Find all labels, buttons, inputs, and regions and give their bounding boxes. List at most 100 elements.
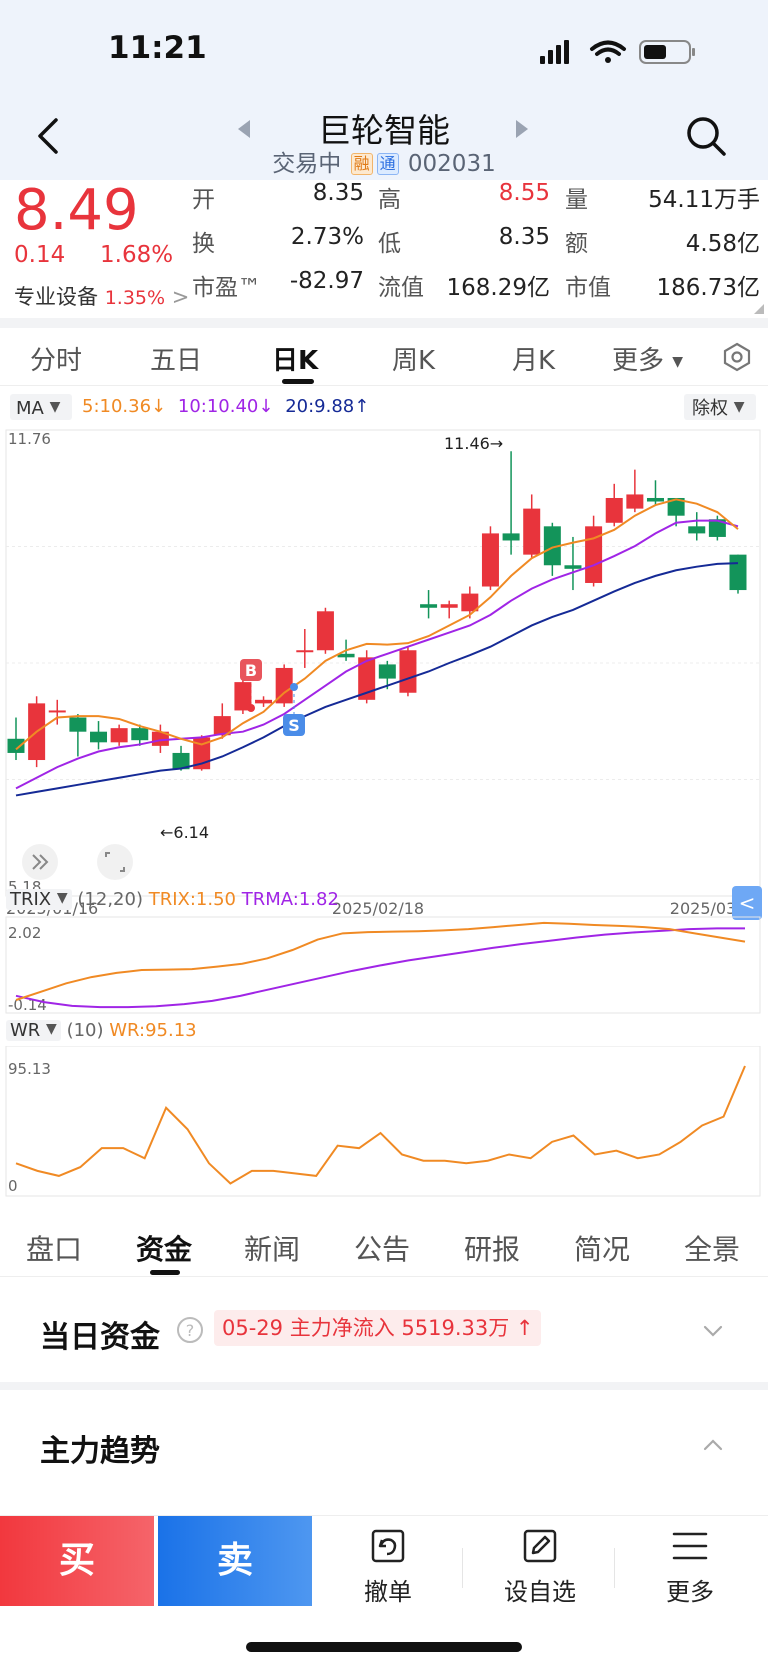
tab-intraday[interactable]: 分时 [30, 346, 83, 376]
fullscreen-icon [97, 844, 133, 880]
sector-link[interactable]: 专业设备 1.35% > [14, 281, 189, 311]
volume-label: 量 [565, 187, 588, 213]
help-icon[interactable]: ? [176, 1316, 204, 1344]
tab-research[interactable]: 研报 [464, 1233, 521, 1266]
pe-label: 市盈™ [192, 275, 261, 301]
trix-chart: 2.02-0.14 [5, 916, 761, 1014]
wr-legend: WR ▼ (10) WR:95.13 [6, 1020, 197, 1041]
high-price-label: 11.46→ [444, 434, 503, 453]
kline-chart[interactable]: 11.765.1811.46→←6.14BS2025/01/162025/02/… [0, 426, 768, 916]
tab-monthly-k[interactable]: 月K [512, 346, 556, 376]
add-watchlist-button[interactable]: 设自选 [480, 1528, 600, 1607]
add-watchlist-label: 设自选 [504, 1578, 576, 1606]
candle-body [667, 497, 685, 516]
more-button[interactable]: 更多 [630, 1528, 750, 1607]
tab-announcements[interactable]: 公告 [354, 1233, 411, 1266]
stock-code: 002031 [407, 151, 496, 177]
wr-selector[interactable]: WR ▼ [6, 1020, 61, 1041]
tab-profile[interactable]: 简况 [574, 1233, 631, 1266]
main-trend-row[interactable]: 主力趋势 [0, 1400, 768, 1500]
main-trend-title: 主力趋势 [40, 1434, 160, 1469]
caret-down-icon: ▼ [733, 399, 745, 415]
stock-name: 巨轮智能 [318, 111, 450, 150]
wr-y-label: 0 [8, 1177, 18, 1195]
search-icon[interactable] [684, 114, 728, 158]
wr-y-label: 95.13 [8, 1060, 51, 1078]
ma-legend: 5:10.36↓ 10:10.40↓ 20:9.88↑ [82, 396, 369, 417]
ma-selector[interactable]: MA ▼ [10, 394, 72, 420]
sell-marker [283, 714, 305, 736]
tab-five-day[interactable]: 五日 [150, 346, 203, 376]
collapse-panel-icon[interactable]: < [732, 886, 762, 920]
adjust-selector[interactable]: 除权 ▼ [684, 394, 756, 420]
nav-bar: 巨轮智能 交易中 融通 002031 [0, 100, 768, 180]
tab-order-book[interactable]: 盘口 [26, 1233, 83, 1266]
sell-button[interactable]: 卖 [158, 1516, 312, 1606]
pe-value: -82.97 [289, 268, 364, 294]
buy-marker-text: B [245, 661, 257, 680]
tab-weekly-k[interactable]: 周K [392, 346, 436, 376]
back-icon[interactable] [30, 114, 70, 158]
double-chevron-icon [32, 854, 49, 870]
high-value: 8.55 [498, 180, 550, 206]
margin-tag: 融 [350, 153, 373, 175]
tab-more[interactable]: 更多 ▼ [612, 340, 683, 377]
buy-marker [240, 659, 262, 681]
prev-stock-icon[interactable] [238, 120, 250, 138]
home-indicator [246, 1642, 522, 1652]
ma5-line [15, 498, 739, 751]
candle-body [358, 657, 376, 700]
tab-daily-k[interactable]: 日K [272, 346, 319, 376]
turnover-label: 换 [192, 231, 215, 257]
next-stock-icon[interactable] [516, 120, 528, 138]
ma20-value: 20:9.88 [285, 396, 355, 417]
caret-down-icon: ▼ [46, 1021, 57, 1037]
candle-body [420, 604, 438, 608]
today-funds-row[interactable]: 当日资金 ? 05-29 主力净流入 5519.33万 ↑ [0, 1290, 768, 1380]
candle-body [564, 565, 582, 569]
candle-body [296, 650, 314, 653]
candle-body [461, 593, 479, 612]
candle-body [337, 653, 355, 658]
settings-hex-icon[interactable] [722, 342, 752, 372]
bottom-bar: 买 卖 撤单 设自选 更多 [0, 1515, 768, 1665]
expand-corner-icon[interactable] [754, 304, 764, 314]
tab-overview[interactable]: 全景 [684, 1233, 741, 1266]
candle-body [48, 710, 66, 713]
current-price: 8.49 [14, 178, 139, 243]
divider [0, 318, 768, 328]
candle-body [316, 611, 334, 651]
quote-panel: 8.49 0.14 1.68% 专业设备 1.35% > 开 8.35 高 8.… [0, 178, 768, 315]
ma10-line [15, 519, 739, 790]
price-change: 0.14 [14, 242, 66, 268]
tab-funds[interactable]: 资金 [136, 1233, 193, 1266]
trix-legend: TRIX ▼ (12,20) TRIX:1.50 TRMA:1.82 [6, 889, 339, 910]
buy-button[interactable]: 买 [0, 1516, 154, 1606]
market-cap-label: 市值 [565, 275, 611, 301]
trix-selector[interactable]: TRIX ▼ [6, 889, 72, 910]
candle-body [172, 752, 190, 770]
x-tick-label: 2025/02/18 [332, 899, 424, 916]
chart-area: MA ▼ 5:10.36↓ 10:10.40↓ 20:9.88↑ 除权 ▼ 11… [0, 386, 768, 1216]
chevron-down-icon[interactable] [702, 1320, 724, 1342]
caret-down-icon: ▼ [49, 399, 61, 415]
status-icons [540, 40, 695, 64]
tab-indicator [282, 379, 314, 384]
open-value: 8.35 [312, 180, 364, 206]
candle-body [234, 682, 252, 711]
y-tick-label: 11.76 [8, 430, 51, 448]
amount-value: 4.58亿 [685, 231, 760, 257]
amount-label: 额 [565, 231, 588, 257]
arrow-down-icon: ↓ [258, 396, 274, 417]
caret-down-icon: ▼ [672, 354, 684, 370]
low-label: 低 [378, 231, 401, 257]
sector-name: 专业设备 [14, 285, 98, 309]
candle-body [90, 731, 108, 743]
trix-value: TRIX:1.50 [148, 889, 237, 910]
chevron-up-icon[interactable] [702, 1434, 724, 1456]
candle-body [213, 716, 231, 736]
cancel-order-button[interactable]: 撤单 [328, 1528, 448, 1607]
stock-subtitle: 交易中 融通 002031 [0, 144, 768, 178]
tab-news[interactable]: 新闻 [244, 1233, 301, 1266]
separator [614, 1548, 615, 1588]
